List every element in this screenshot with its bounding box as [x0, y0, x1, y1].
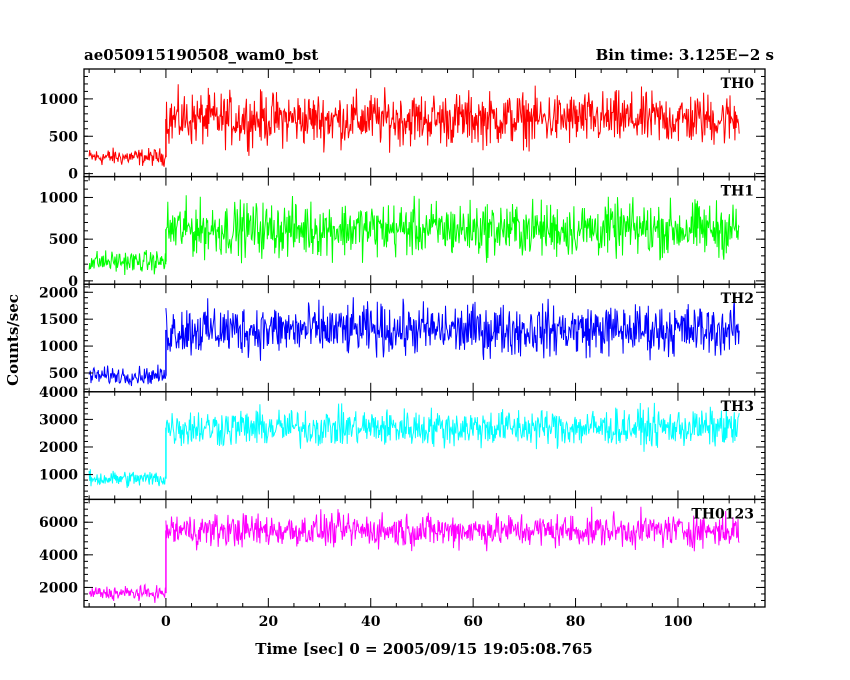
x-tick-label: 20 [259, 614, 279, 630]
series-th0-pre [88, 147, 167, 167]
series-th0-burst [165, 84, 740, 156]
y-tick-label: 4000 [39, 385, 78, 401]
y-axis-label: Counts/sec [4, 294, 22, 386]
y-tick-label: 1500 [39, 312, 78, 328]
y-tick-label: 1000 [39, 190, 78, 206]
y-tick-label: 1000 [39, 468, 78, 484]
panel-label-th1: TH1 [721, 184, 754, 200]
y-tick-label: 500 [49, 232, 78, 248]
series-th0123-pre [88, 583, 167, 603]
chart-title-left: ae050915190508_wam0_bst [84, 46, 318, 64]
series-th0123-burst [165, 506, 740, 552]
y-tick-label: 500 [49, 129, 78, 145]
panel-label-th0: TH0 [721, 76, 755, 92]
panel-th2: 500 1000 1500 2000 TH2 [39, 283, 766, 393]
y-tick-label: 1000 [39, 339, 78, 355]
panel-th0123: 2000 4000 6000 TH0123 [39, 498, 766, 608]
y-tick-label: 0 [68, 167, 78, 183]
y-tick-label: 2000 [39, 440, 78, 456]
panel-th1: 0 500 1000 TH1 [39, 175, 766, 290]
x-tick-label: 100 [663, 614, 692, 630]
panel-label-th3: TH3 [721, 399, 754, 415]
panel-frame-th3 [83, 391, 766, 501]
y-tick-label: 500 [49, 366, 78, 382]
x-axis-label: Time [sec] 0 = 2005/09/15 19:05:08.765 [255, 640, 592, 658]
series-th1-pre [88, 250, 167, 276]
panel-label-th2: TH2 [721, 291, 754, 307]
panel-label-th0123: TH0123 [691, 506, 754, 522]
x-tick-label: 0 [161, 614, 171, 630]
y-tick-label: 6000 [39, 515, 78, 531]
y-tick-label: 2000 [39, 580, 78, 596]
series-th3-burst [165, 402, 740, 452]
y-tick-label: 1000 [39, 92, 78, 108]
series-th3-pre [88, 469, 167, 488]
series-th2-pre [88, 364, 167, 387]
x-tick-label: 80 [566, 614, 586, 630]
series-th1-burst [165, 195, 740, 264]
panel-th0: 0 500 1000 TH0 [39, 68, 766, 183]
x-tick-label: 60 [463, 614, 483, 630]
y-tick-label: 2000 [39, 285, 78, 301]
series-th2-burst [165, 297, 740, 361]
panel-frame-th0123 [83, 498, 766, 608]
y-tick-label: 0 [68, 274, 78, 290]
x-tick-label: 40 [361, 614, 381, 630]
chart-title-right: Bin time: 3.125E−2 s [596, 46, 774, 64]
panel-th3: 1000 2000 3000 4000 TH3 [39, 385, 766, 501]
y-tick-label: 3000 [39, 412, 78, 428]
y-tick-label: 4000 [39, 548, 78, 564]
